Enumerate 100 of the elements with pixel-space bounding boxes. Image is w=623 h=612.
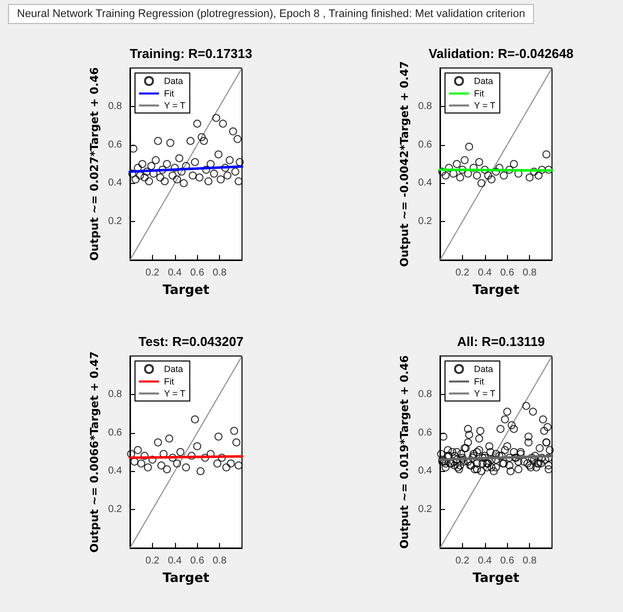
x-tick-label: 0.4: [478, 268, 492, 278]
x-tick-label: 0.2: [455, 268, 470, 278]
legend-label: Y = T: [474, 388, 496, 398]
point: [221, 164, 230, 172]
legend-label: Y = T: [164, 100, 186, 110]
legend-label: Fit: [164, 376, 174, 386]
x-axis-title: Target: [162, 571, 210, 586]
point: [456, 173, 464, 182]
y-tick-label: 0.8: [418, 100, 432, 112]
point: [492, 168, 500, 176]
point: [140, 452, 149, 460]
y-tick-label: 0.4: [418, 178, 432, 189]
point: [193, 442, 202, 450]
point: [216, 175, 225, 184]
point: [165, 434, 174, 443]
point: [472, 172, 481, 180]
point: [186, 136, 194, 145]
point: [218, 120, 227, 128]
y-axis-title: Output ~= 0.027*Target + 0.46: [88, 66, 101, 261]
y-tick-label: 0.2: [108, 504, 122, 516]
y-tick-label: 0.6: [108, 427, 122, 438]
point: [193, 120, 202, 128]
point: [236, 158, 244, 166]
point: [168, 172, 177, 180]
point: [234, 177, 243, 186]
point: [198, 133, 206, 142]
point: [140, 173, 149, 182]
x-tick-label: 0.6: [500, 556, 515, 566]
point: [190, 158, 199, 166]
point: [154, 136, 162, 145]
point: [480, 166, 489, 174]
point: [530, 168, 538, 176]
point: [234, 461, 243, 470]
x-tick-label: 0.4: [168, 268, 182, 278]
point: [157, 461, 166, 470]
point: [136, 172, 144, 180]
point: [500, 172, 508, 180]
point: [214, 150, 222, 158]
point: [188, 172, 197, 180]
point: [178, 168, 186, 176]
point: [534, 172, 543, 180]
point: [477, 179, 486, 188]
point: [475, 158, 484, 166]
point: [176, 448, 184, 456]
y-tick-label: 0.6: [418, 139, 432, 150]
text: Neural Network Training Regression (plotregression), Epoch 8 , Training finished: Met validation criterion: [8, 4, 534, 24]
point: [222, 463, 230, 472]
point: [484, 172, 492, 180]
point: [147, 162, 156, 170]
y-axis-title: Output ~= 0.0066*Target + 0.47: [88, 351, 101, 553]
point: [452, 160, 461, 168]
x-tick-label: 0.8: [212, 268, 227, 278]
point: [162, 465, 171, 474]
point: [200, 136, 208, 145]
point: [213, 460, 222, 468]
point: [180, 179, 188, 188]
point: [204, 177, 212, 186]
point: [158, 166, 166, 174]
x-tick-label: 0.2: [145, 268, 160, 278]
y-tick-label: 0.4: [108, 178, 122, 189]
point: [470, 164, 478, 172]
x-tick-label: 0.2: [455, 556, 470, 566]
y-tick-label: 0.2: [418, 504, 432, 516]
point: [196, 467, 205, 476]
chart-title: Training: R=0.17313: [130, 46, 252, 61]
point: [226, 156, 234, 164]
point: [444, 164, 453, 172]
point: [214, 432, 222, 441]
point: [142, 168, 151, 176]
chart-title: Test: R=0.043207: [138, 334, 244, 349]
x-tick-label: 0.6: [190, 556, 205, 566]
legend-label: Y = T: [164, 388, 186, 398]
y-tick-label: 0.2: [108, 216, 122, 228]
point: [488, 175, 496, 184]
chart-title: Validation: R=-0.042648: [428, 46, 574, 61]
point: [223, 172, 232, 180]
point: [231, 168, 240, 176]
point: [162, 160, 171, 168]
point: [160, 177, 169, 186]
point: [182, 463, 190, 472]
x-tick-label: 0.4: [478, 556, 492, 566]
point: [495, 164, 504, 172]
point: [230, 426, 238, 435]
point: [206, 160, 215, 168]
y-tick-label: 0.8: [108, 388, 122, 400]
x-tick-label: 0.6: [500, 268, 515, 278]
point: [138, 160, 146, 168]
point: [170, 164, 179, 172]
point: [145, 177, 154, 186]
x-tick-label: 0.8: [522, 268, 537, 278]
point: [232, 438, 240, 446]
x-axis-title: Target: [472, 283, 520, 298]
x-axis-title: Target: [162, 283, 210, 298]
point: [127, 450, 136, 458]
point: [195, 173, 204, 182]
legend-label: Data: [164, 364, 184, 374]
legend-label: Data: [474, 364, 494, 374]
y-axis-title: Output ~= 0.019*Target + 0.46: [398, 354, 411, 549]
point: [465, 142, 474, 151]
point: [505, 166, 514, 174]
